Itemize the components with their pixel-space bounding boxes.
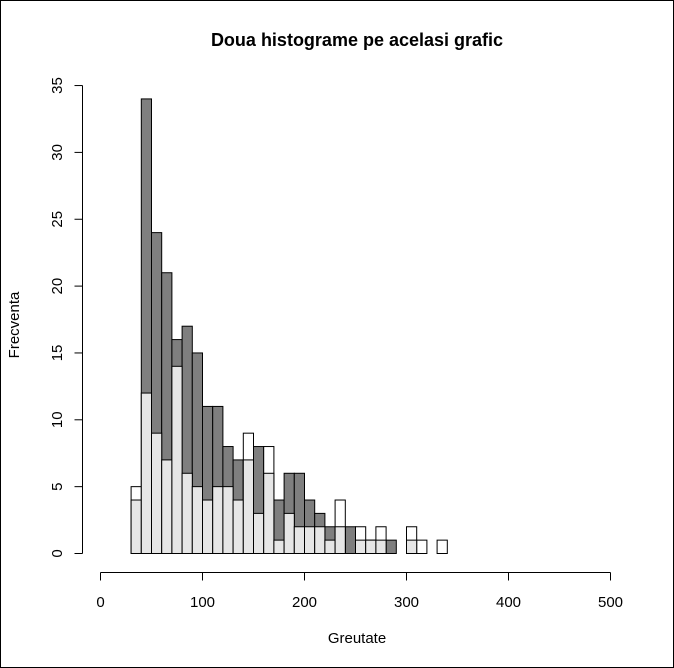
bar-series3-bin-120	[222, 486, 234, 554]
x-tick-label-500: 500	[598, 594, 623, 611]
x-tick-label-100: 100	[190, 594, 215, 611]
bar-series3-bin-140	[242, 459, 255, 554]
bar-series3-bin-220	[324, 539, 336, 555]
y-tick-label-5: 5	[49, 482, 66, 490]
y-axis: 0 5 10 15 20 25 30 35	[49, 77, 83, 558]
bar-series3-bin-40	[140, 392, 153, 554]
bar-series3-bin-80	[181, 472, 193, 554]
bar-series3-bin-230	[334, 526, 346, 555]
bar-series3-bin-110	[212, 486, 224, 554]
bar-series3-bin-50	[151, 432, 163, 555]
chart-title: Doua histograme pe acelasi grafic	[211, 30, 503, 50]
bar-series3-bin-100	[202, 499, 214, 554]
bar-series3-bin-130	[232, 499, 244, 554]
y-tick-label-20: 20	[49, 278, 66, 295]
bar-series3-bin-160	[263, 472, 275, 554]
bar-series3-bin-180	[283, 512, 295, 555]
y-tick-label-25: 25	[49, 211, 66, 228]
bar-series3-bin-150	[253, 512, 265, 555]
bar-series3-bin-260	[365, 539, 377, 555]
y-tick-label-15: 15	[49, 345, 66, 362]
bar-series3-bin-300	[406, 539, 418, 555]
bar-series3-bin-170	[273, 539, 285, 555]
x-axis-label: Greutate	[328, 630, 386, 647]
bar-series2-bin-310	[416, 539, 428, 555]
bar-series1-bin-280	[385, 539, 397, 555]
x-tick-label-0: 0	[96, 594, 104, 611]
bar-series3-bin-210	[314, 526, 326, 555]
bar-series3-bin-90	[191, 486, 204, 554]
x-tick-label-200: 200	[292, 594, 317, 611]
x-tick-label-300: 300	[394, 594, 419, 611]
bar-series3-bin-30	[130, 499, 142, 554]
histogram-bars	[130, 98, 448, 555]
bar-series2-bin-330	[436, 539, 448, 555]
bar-series3-bin-270	[375, 539, 387, 555]
bar-series3-bin-200	[304, 526, 316, 555]
bar-series3-bin-250	[355, 539, 367, 555]
bar-series3-bin-70	[171, 365, 183, 554]
x-tick-label-400: 400	[496, 594, 521, 611]
x-axis: 0 100 200 300 400 500	[96, 572, 623, 611]
bar-series1-bin-240	[344, 526, 356, 555]
y-tick-label-0: 0	[49, 549, 66, 557]
bar-series3-bin-60	[161, 459, 173, 554]
y-tick-label-35: 35	[49, 77, 66, 94]
y-axis-label: Frecventa	[6, 291, 23, 358]
y-tick-label-30: 30	[49, 144, 66, 161]
y-tick-label-10: 10	[49, 411, 66, 428]
bar-series3-bin-190	[293, 526, 305, 555]
